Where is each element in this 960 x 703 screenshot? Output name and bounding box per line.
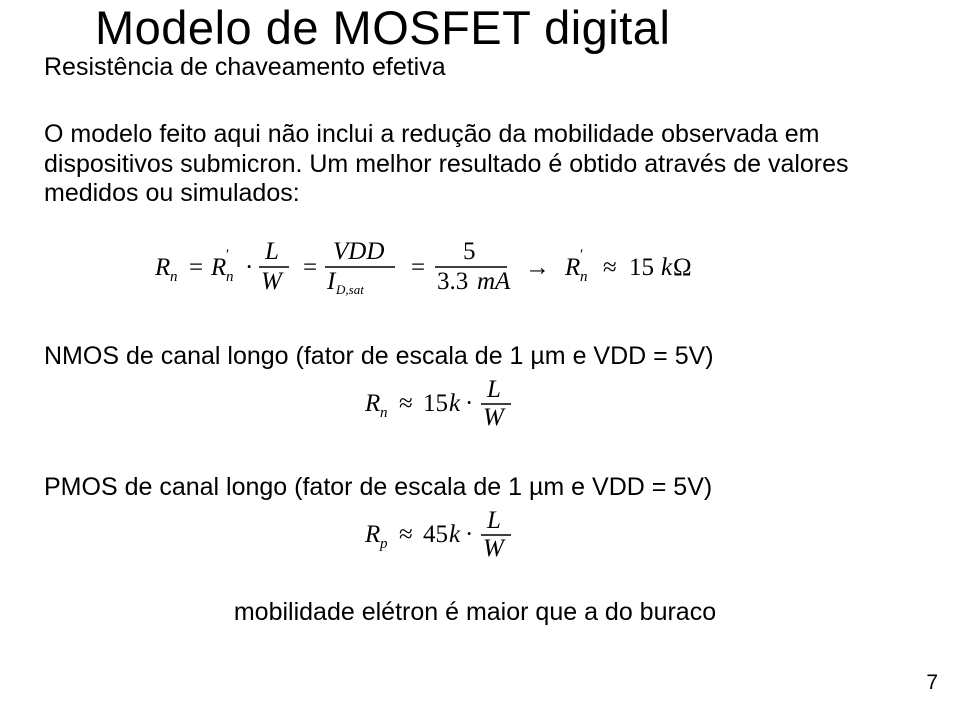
svg-text:·: ·: [245, 254, 253, 281]
pmos-line: PMOS de canal longo (fator de escala de …: [40, 473, 910, 502]
equation-nmos: R n ≈ 15 k · L W: [40, 377, 910, 437]
svg-text:·: ·: [465, 390, 473, 417]
svg-text:3.3: 3.3: [437, 268, 468, 295]
svg-text:5: 5: [463, 238, 476, 265]
svg-text:p: p: [379, 536, 388, 552]
page-title: Modelo de MOSFET digital: [40, 0, 910, 55]
svg-text:R: R: [564, 254, 580, 281]
footer-text: mobilidade elétron é maior que a do bura…: [40, 598, 910, 627]
svg-text:R: R: [155, 254, 170, 281]
svg-text:L: L: [486, 377, 501, 403]
svg-text:W: W: [483, 535, 506, 562]
svg-text:L: L: [264, 238, 279, 265]
svg-text:15: 15: [423, 390, 448, 417]
svg-text:W: W: [261, 268, 284, 295]
svg-text:45: 45: [423, 521, 448, 548]
svg-text:15: 15: [629, 254, 654, 281]
equation-pmos: R p ≈ 45 k · L W: [40, 508, 910, 568]
svg-text:≈: ≈: [399, 521, 413, 548]
svg-text:n: n: [580, 269, 588, 285]
svg-text:W: W: [483, 404, 506, 431]
svg-text:Ω: Ω: [673, 254, 692, 281]
page-number: 7: [926, 671, 938, 695]
svg-text:→: →: [525, 254, 550, 281]
svg-text:n: n: [226, 269, 234, 285]
svg-text:n: n: [380, 405, 388, 421]
svg-text:mA: mA: [477, 268, 511, 295]
svg-text:D,sat: D,sat: [335, 282, 364, 297]
svg-text:≈: ≈: [603, 254, 617, 281]
svg-text:k: k: [661, 254, 673, 281]
svg-text:R: R: [365, 390, 380, 417]
equation-main: R n = R n ′ · L W = VDD I D,sat = 5 3.3 …: [40, 237, 910, 302]
svg-text:L: L: [486, 508, 501, 534]
svg-text:=: =: [411, 254, 425, 281]
svg-text:=: =: [303, 254, 317, 281]
svg-text:′: ′: [226, 247, 229, 263]
subtitle: Resistência de chaveamento efetiva: [40, 53, 910, 82]
svg-text:R: R: [365, 521, 380, 548]
svg-text:k: k: [449, 390, 461, 417]
svg-text:≈: ≈: [399, 390, 413, 417]
svg-text:=: =: [189, 254, 203, 281]
svg-text:R: R: [210, 254, 226, 281]
svg-text:VDD: VDD: [333, 238, 384, 265]
paragraph: O modelo feito aqui não inclui a redução…: [40, 120, 910, 209]
svg-text:n: n: [170, 269, 178, 285]
svg-text:′: ′: [580, 247, 583, 263]
svg-text:·: ·: [465, 521, 473, 548]
svg-text:k: k: [449, 521, 461, 548]
nmos-line: NMOS de canal longo (fator de escala de …: [40, 342, 910, 371]
